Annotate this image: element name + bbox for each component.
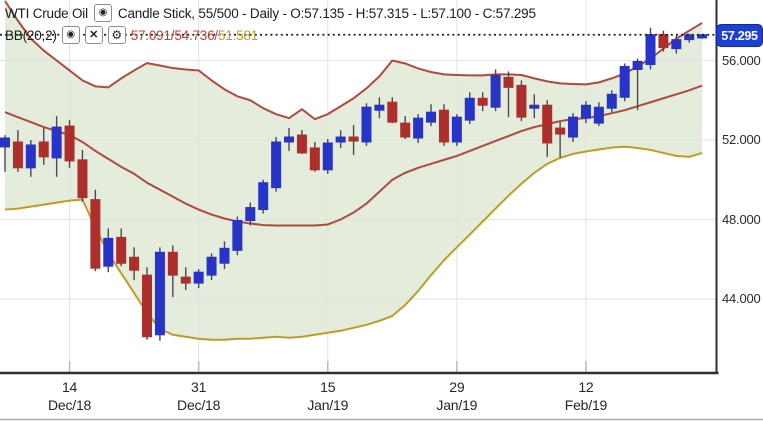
indicator-row: BB(20,2) ◉ ✕ ⚙ 57.091/54.736/51.581	[5, 26, 258, 44]
candle	[271, 137, 282, 192]
candle	[464, 92, 475, 125]
candle	[0, 135, 10, 172]
series-visibility-eye-icon[interactable]: ◉	[93, 4, 112, 22]
symbol-header: WTI Crude Oil ◉ Candle Stick, 55/500 - D…	[5, 4, 536, 22]
indicator-remove-icon[interactable]: ✕	[84, 26, 103, 44]
time-axis-label: 15 Jan/19	[293, 378, 363, 415]
time-scale[interactable]: 14 Dec/18 31 Dec/18 15 Jan/19 29 Jan/19 12 Feb/19	[0, 375, 763, 419]
time-axis-label: 31 Dec/18	[164, 378, 234, 415]
time-axis-month: Dec/18	[47, 397, 92, 413]
indicator-visibility-eye-icon[interactable]: ◉	[61, 26, 80, 44]
price-axis-label: 56.000	[722, 52, 761, 68]
candle	[167, 245, 178, 298]
plot-area[interactable]	[0, 0, 716, 373]
candle	[658, 30, 669, 52]
candle	[38, 128, 49, 165]
bollinger-upper-line	[4, 0, 703, 121]
candle	[180, 267, 191, 291]
time-axis-day: 31	[191, 379, 207, 395]
candle	[426, 104, 437, 127]
candle	[593, 102, 604, 127]
time-axis-month: Feb/19	[564, 397, 608, 413]
candle	[232, 216, 243, 256]
candle	[580, 101, 591, 124]
bb-upper-middle-values: 57.091/54.736/	[130, 27, 218, 43]
bollinger-band-fill	[5, 0, 703, 340]
candle	[374, 97, 385, 119]
bb-lower-value: 51.581	[217, 27, 259, 43]
time-axis-label: 14 Dec/18	[35, 378, 105, 415]
candle	[309, 141, 320, 172]
candle	[206, 253, 217, 281]
last-price-badge: 57.295	[716, 24, 763, 47]
time-axis-day: 12	[578, 379, 594, 395]
time-axis-month: Dec/18	[177, 397, 221, 413]
candle	[154, 247, 165, 341]
candle	[142, 267, 153, 340]
candle	[490, 69, 501, 112]
candle	[129, 247, 140, 281]
time-axis-month: Jan/19	[436, 397, 478, 413]
candle	[103, 228, 114, 273]
symbol-title: WTI Crude Oil	[5, 5, 88, 21]
candle	[322, 139, 333, 174]
time-axis-day: 14	[61, 379, 78, 395]
candle	[413, 114, 424, 143]
candle	[477, 92, 488, 112]
candle	[503, 71, 514, 118]
price-axis-label: 44.000	[722, 291, 761, 306]
time-axis-day: 29	[449, 379, 465, 395]
candle	[116, 228, 127, 267]
candle	[284, 128, 295, 151]
price-scale[interactable]: 56.000 52.000 48.000 44.000	[719, 0, 763, 373]
candle	[90, 189, 101, 272]
indicator-values: 57.091/54.736/51.581	[130, 27, 259, 43]
candle	[671, 35, 682, 54]
price-axis-label: 48.000	[722, 211, 761, 227]
candle	[632, 58, 643, 111]
candle	[684, 33, 695, 43]
time-axis-label: 29 Jan/19	[422, 378, 492, 415]
candle	[516, 80, 527, 122]
candle	[568, 113, 579, 142]
candle	[335, 130, 346, 148]
indicator-name: BB(20,2)	[5, 27, 57, 43]
candle	[529, 94, 540, 119]
time-axis-label: 12 Feb/19	[551, 378, 621, 415]
candle	[77, 149, 88, 202]
candle	[258, 179, 269, 214]
candle	[387, 97, 398, 124]
candle	[400, 116, 411, 140]
candle	[555, 122, 566, 158]
candle	[25, 140, 36, 177]
candle	[12, 130, 23, 172]
candle	[606, 90, 617, 113]
candle	[193, 269, 204, 289]
candle	[296, 130, 307, 154]
indicator-settings-gear-icon[interactable]: ⚙	[107, 26, 126, 44]
candle	[542, 100, 553, 157]
time-axis-month: Jan/19	[307, 397, 349, 413]
price-axis-label: 52.000	[722, 132, 761, 147]
series-info-label: Candle Stick, 55/500 - Daily - O:57.135 …	[117, 5, 536, 21]
candle	[361, 103, 372, 146]
candle	[64, 120, 75, 168]
candle	[51, 116, 62, 177]
candle	[245, 202, 256, 226]
candle	[219, 241, 230, 270]
candle	[619, 63, 630, 102]
time-axis-day: 15	[320, 379, 336, 395]
bollinger-lower-line	[4, 145, 703, 341]
candle	[438, 104, 449, 146]
candle	[348, 125, 359, 155]
candle	[451, 114, 462, 146]
